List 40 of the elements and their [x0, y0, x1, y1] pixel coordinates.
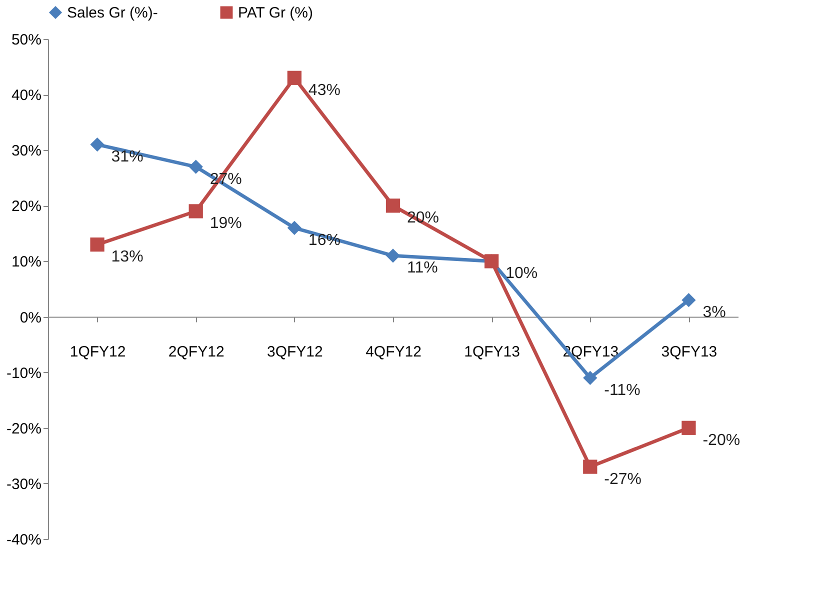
point [188, 160, 203, 174]
data-label: -27% [604, 470, 642, 488]
point [188, 204, 203, 218]
data-label: 19% [210, 215, 242, 232]
point [287, 70, 302, 85]
data-label: -11% [604, 382, 640, 399]
data-label: -20% [702, 432, 740, 449]
y-tick-label: -40% [6, 532, 42, 548]
x-tick-label: 3QFY12 [266, 343, 323, 360]
data-label: 31% [111, 148, 144, 166]
point [287, 220, 302, 235]
point [682, 293, 696, 308]
y-tick-label: 30% [11, 142, 42, 160]
legend-label: PAT Gr (%) [238, 4, 314, 22]
data-label: 13% [111, 248, 144, 266]
y-tick-label: 10% [11, 254, 42, 271]
x-tick-label: 4QFY12 [366, 343, 422, 360]
point [90, 237, 104, 252]
x-tick-label: 1QFY12 [70, 343, 126, 360]
y-tick-label: -20% [6, 420, 42, 438]
point [682, 420, 696, 435]
data-label: 43% [308, 82, 340, 99]
y-tick-label: 0% [20, 309, 42, 326]
x-tick-label: 2QFY12 [168, 343, 224, 360]
x-tick-label: 1QFY13 [464, 343, 520, 360]
legend-label: Sales Gr (%)- [67, 4, 158, 22]
point [90, 137, 104, 152]
y-tick-label: 50% [11, 32, 42, 48]
y-tick-label: 20% [11, 198, 42, 216]
data-label: 3% [702, 304, 726, 322]
data-label: 10% [506, 265, 538, 282]
x-tick-label: 3QFY13 [661, 343, 718, 360]
point [583, 370, 598, 385]
point [386, 248, 400, 263]
y-tick-label: -10% [6, 364, 42, 382]
point [583, 460, 598, 474]
y-tick-label: -30% [6, 476, 42, 493]
point [386, 198, 400, 213]
y-tick-label: 40% [11, 87, 42, 104]
data-label: 11% [407, 260, 438, 277]
